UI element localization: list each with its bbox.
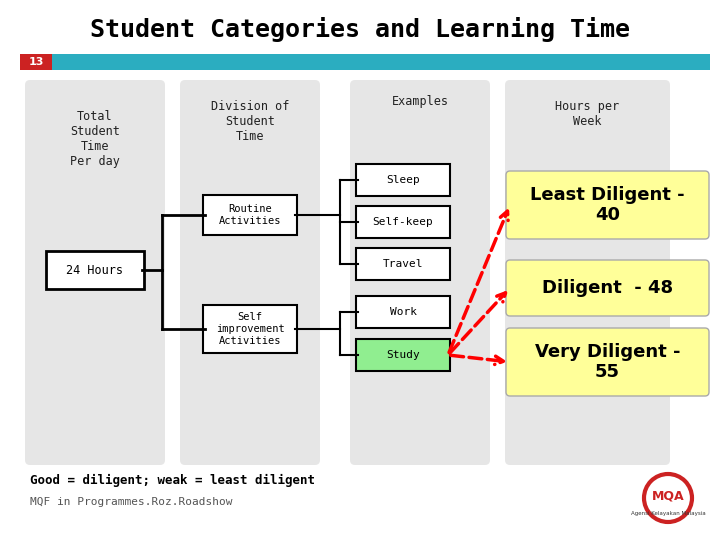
Text: Study: Study bbox=[386, 350, 420, 360]
FancyBboxPatch shape bbox=[203, 305, 297, 353]
FancyBboxPatch shape bbox=[356, 296, 450, 328]
Text: MQA: MQA bbox=[652, 489, 684, 503]
Text: 13: 13 bbox=[28, 57, 44, 67]
Text: Sleep: Sleep bbox=[386, 175, 420, 185]
FancyBboxPatch shape bbox=[356, 206, 450, 238]
Text: MQF in Programmes.Roz.Roadshow: MQF in Programmes.Roz.Roadshow bbox=[30, 497, 233, 507]
FancyBboxPatch shape bbox=[356, 339, 450, 371]
FancyBboxPatch shape bbox=[356, 248, 450, 280]
FancyBboxPatch shape bbox=[25, 80, 165, 465]
FancyBboxPatch shape bbox=[203, 195, 297, 235]
FancyBboxPatch shape bbox=[180, 80, 320, 465]
Text: Self-keep: Self-keep bbox=[373, 217, 433, 227]
FancyBboxPatch shape bbox=[506, 328, 709, 396]
FancyBboxPatch shape bbox=[506, 260, 709, 316]
Text: Very Diligent -
55: Very Diligent - 55 bbox=[535, 342, 680, 381]
Text: Examples: Examples bbox=[392, 95, 449, 108]
Text: Student Categories and Learning Time: Student Categories and Learning Time bbox=[90, 17, 630, 43]
Text: 24 Hours: 24 Hours bbox=[66, 264, 124, 276]
FancyBboxPatch shape bbox=[46, 251, 144, 289]
Text: Travel: Travel bbox=[383, 259, 423, 269]
Text: Agensi Kelayakan Malaysia: Agensi Kelayakan Malaysia bbox=[631, 510, 706, 516]
FancyBboxPatch shape bbox=[20, 54, 52, 70]
FancyBboxPatch shape bbox=[20, 54, 710, 70]
Text: Diligent  - 48: Diligent - 48 bbox=[542, 279, 673, 297]
Text: Hours per
Week: Hours per Week bbox=[555, 100, 619, 128]
FancyBboxPatch shape bbox=[506, 171, 709, 239]
Text: Good = diligent; weak = least diligent: Good = diligent; weak = least diligent bbox=[30, 474, 315, 487]
Text: Work: Work bbox=[390, 307, 416, 317]
FancyBboxPatch shape bbox=[350, 80, 490, 465]
FancyBboxPatch shape bbox=[505, 80, 670, 465]
Text: Self
improvement
Activities: Self improvement Activities bbox=[215, 313, 284, 346]
Text: Division of
Student
Time: Division of Student Time bbox=[211, 100, 289, 143]
Text: Routine
Activities: Routine Activities bbox=[219, 204, 282, 226]
Text: Total
Student
Time
Per day: Total Student Time Per day bbox=[70, 110, 120, 168]
FancyBboxPatch shape bbox=[356, 164, 450, 196]
Text: Least Diligent -
40: Least Diligent - 40 bbox=[530, 186, 685, 225]
